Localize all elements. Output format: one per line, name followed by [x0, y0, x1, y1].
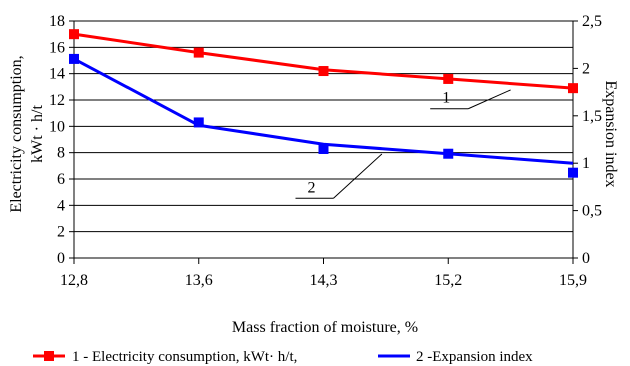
y-right-tick-label: 0,5 — [582, 203, 602, 220]
y-left-tick-label: 12 — [49, 92, 65, 109]
legend: 1 - Electricity consumption, kWt· h/t, 2… — [33, 349, 533, 365]
y-left-tick-label: 18 — [49, 13, 65, 30]
y-right-tick-label: 1 — [582, 155, 590, 172]
y-left-tick-label: 6 — [57, 171, 65, 188]
y-axis-left-title-line1: Electricity consumption, — [8, 55, 25, 212]
series-1-line — [73, 32, 574, 90]
series-1-point — [69, 29, 79, 40]
series-2-point — [443, 148, 454, 159]
legend-item-series-1: 1 - Electricity consumption, kWt· h/t, — [33, 349, 297, 365]
legend-label-series-2: 2 -Expansion index — [416, 349, 533, 365]
y-left-tick-label: 14 — [49, 66, 65, 83]
callout-2-label: 2 — [307, 179, 315, 196]
grid-lines — [74, 20, 573, 259]
y-axis-left-title-line2: kWt · h/t — [29, 105, 46, 163]
series-1-point — [568, 83, 578, 94]
y-left-tick-label: 4 — [57, 197, 65, 214]
y-right-tick-label: 2 — [582, 60, 590, 77]
series-2-point — [69, 53, 79, 64]
x-axis-ticks: 12,8 13,6 14,3 15,2 15,9 — [60, 258, 587, 289]
callout-1-label: 1 — [442, 90, 450, 107]
y-left-tick-label: 10 — [49, 118, 65, 135]
series-1-point — [318, 66, 329, 77]
series-layer — [69, 29, 578, 178]
y-left-tick-label: 16 — [49, 39, 65, 56]
x-tick-label: 14,3 — [310, 272, 338, 289]
legend-item-series-2: 2 -Expansion index — [378, 349, 533, 365]
callout-1-leader — [468, 89, 511, 110]
y-right-tick-label: 1,5 — [582, 108, 602, 125]
right-axis-ticks: 0 0,5 1 1,5 2 2,5 — [573, 13, 602, 267]
x-tick-label: 15,9 — [559, 272, 587, 289]
left-axis-ticks: 0 2 4 6 8 10 12 14 16 18 — [49, 13, 74, 267]
x-tick-label: 13,6 — [185, 272, 213, 289]
y-left-tick-label: 0 — [57, 250, 65, 267]
series-2-point — [318, 143, 329, 154]
legend-marker-series-1 — [44, 351, 54, 361]
axes — [73, 21, 574, 259]
y-right-tick-label: 0 — [582, 250, 590, 267]
y-axis-right-title: Expansion index — [602, 80, 619, 187]
callout-2-leader — [333, 153, 383, 199]
series-1-point — [193, 47, 204, 58]
y-left-tick-label: 8 — [57, 145, 65, 162]
series-2-point — [568, 167, 578, 178]
series-callouts: 12 — [295, 89, 511, 199]
y-right-tick-label: 2,5 — [582, 13, 602, 30]
x-tick-label: 12,8 — [60, 272, 88, 289]
legend-label-series-1: 1 - Electricity consumption, kWt· h/t, — [72, 349, 297, 365]
series-1-point — [443, 73, 454, 84]
x-tick-label: 15,2 — [434, 272, 462, 289]
x-axis-title: Mass fraction of moisture, % — [232, 319, 418, 336]
y-left-tick-label: 2 — [57, 224, 65, 241]
series-2-point — [193, 117, 204, 128]
